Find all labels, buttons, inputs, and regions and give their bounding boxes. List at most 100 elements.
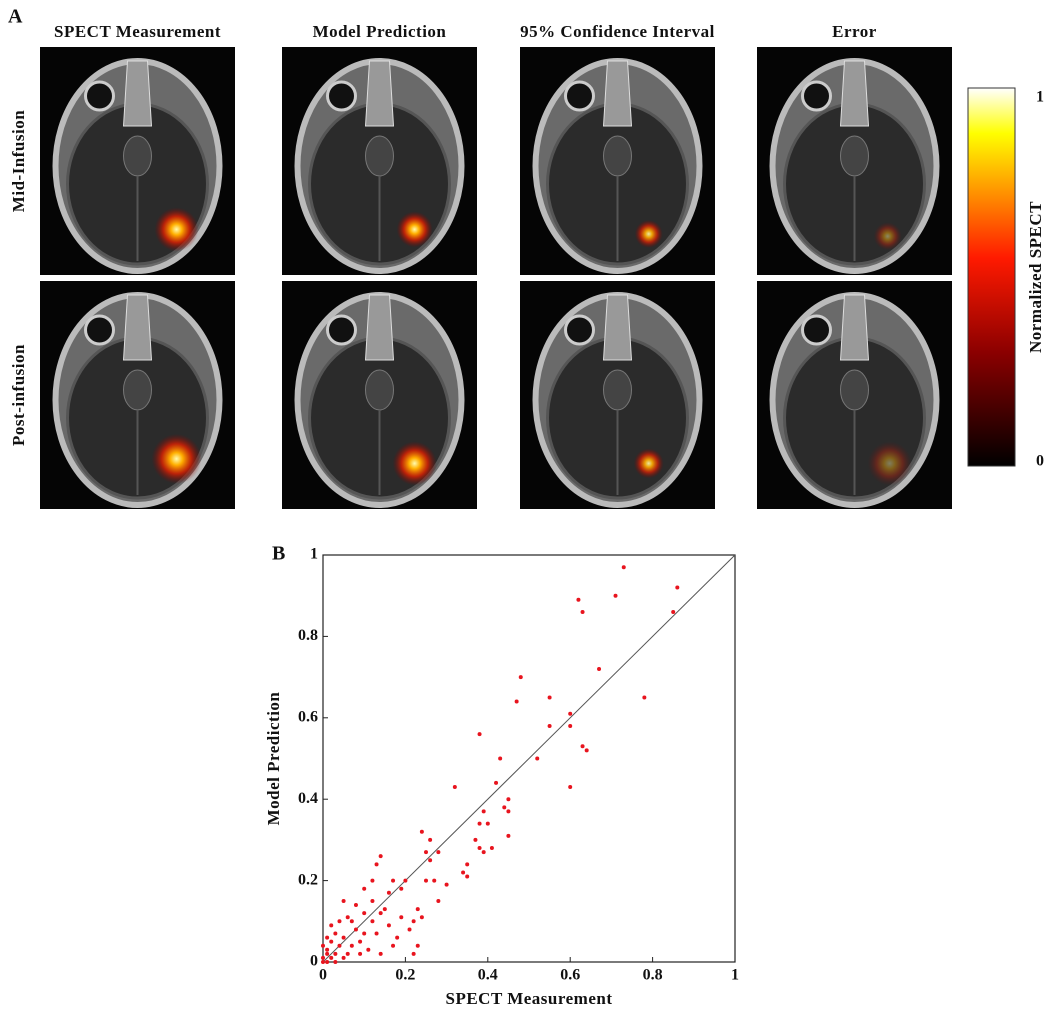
point xyxy=(325,951,330,956)
nasal xyxy=(364,60,395,127)
point xyxy=(321,960,325,964)
nasal xyxy=(602,294,633,361)
nasal xyxy=(122,60,153,127)
point xyxy=(597,666,602,671)
point xyxy=(382,907,387,912)
point xyxy=(370,898,375,903)
point xyxy=(514,699,519,704)
point xyxy=(386,890,391,895)
point xyxy=(568,723,573,728)
point xyxy=(325,947,330,952)
point xyxy=(337,919,342,924)
point xyxy=(473,837,478,842)
hotspot xyxy=(634,219,663,248)
point xyxy=(399,886,404,891)
point xyxy=(415,907,420,912)
y-tick-label: 1 xyxy=(310,546,318,563)
point xyxy=(580,609,585,614)
orbit xyxy=(564,80,595,112)
point xyxy=(325,935,330,940)
brain-image xyxy=(757,47,952,275)
brainstem xyxy=(123,135,152,177)
orbit xyxy=(801,80,832,112)
y-axis-label: Model Prediction xyxy=(264,692,283,826)
point xyxy=(419,915,424,920)
point xyxy=(436,850,441,855)
point xyxy=(671,609,676,614)
colorbar-tick-label: 0 xyxy=(1036,453,1044,470)
point xyxy=(341,955,346,960)
nasal xyxy=(839,60,870,127)
brain-image xyxy=(40,281,235,509)
point xyxy=(349,919,354,924)
point xyxy=(547,695,552,700)
point xyxy=(362,911,367,916)
point xyxy=(502,805,507,810)
point xyxy=(395,935,400,940)
point xyxy=(547,723,552,728)
point xyxy=(477,821,482,826)
point xyxy=(489,846,494,851)
point xyxy=(621,565,626,570)
point xyxy=(391,878,396,883)
brainstem xyxy=(840,135,869,177)
point xyxy=(329,923,334,928)
point xyxy=(321,955,325,960)
point xyxy=(391,943,396,948)
brainstem xyxy=(840,369,869,411)
point xyxy=(481,850,486,855)
point xyxy=(333,960,338,964)
point xyxy=(461,870,466,875)
column-title: SPECT Measurement xyxy=(54,22,221,41)
orbit xyxy=(564,314,595,346)
point xyxy=(568,784,573,789)
panel-label: A xyxy=(8,6,23,28)
colorbar-tick-label: 1 xyxy=(1036,89,1044,106)
column-title: Error xyxy=(832,22,877,41)
row-label: Post-infusion xyxy=(9,344,28,446)
x-tick-label: 0.2 xyxy=(395,967,415,984)
point xyxy=(506,797,511,802)
colorbar-label: Normalized SPECT xyxy=(1026,201,1045,353)
point xyxy=(465,862,470,867)
point xyxy=(428,858,433,863)
brainstem xyxy=(603,369,632,411)
point xyxy=(568,711,573,716)
point xyxy=(675,585,680,590)
point xyxy=(353,927,358,932)
point xyxy=(613,593,618,598)
point xyxy=(498,756,503,761)
orbit xyxy=(326,314,357,346)
point xyxy=(477,846,482,851)
brain-image xyxy=(40,47,235,275)
brainstem xyxy=(365,135,394,177)
point xyxy=(506,809,511,814)
point xyxy=(378,854,383,859)
point xyxy=(403,878,408,883)
point xyxy=(419,829,424,834)
x-tick-label: 0.8 xyxy=(643,967,663,984)
brainstem xyxy=(603,135,632,177)
hotspot xyxy=(151,433,202,484)
point xyxy=(580,744,585,749)
point xyxy=(366,947,371,952)
orbit xyxy=(326,80,357,112)
point xyxy=(345,951,350,956)
point xyxy=(362,886,367,891)
nasal xyxy=(122,294,153,361)
point xyxy=(329,939,334,944)
point xyxy=(642,695,647,700)
point xyxy=(341,935,346,940)
point xyxy=(428,837,433,842)
point xyxy=(333,931,338,936)
point xyxy=(506,833,511,838)
colorbar xyxy=(967,87,1016,467)
point xyxy=(415,943,420,948)
y-tick-label: 0 xyxy=(310,953,318,970)
point xyxy=(374,931,379,936)
identity-line xyxy=(322,554,736,963)
hotspot xyxy=(154,207,199,252)
brainstem xyxy=(365,369,394,411)
